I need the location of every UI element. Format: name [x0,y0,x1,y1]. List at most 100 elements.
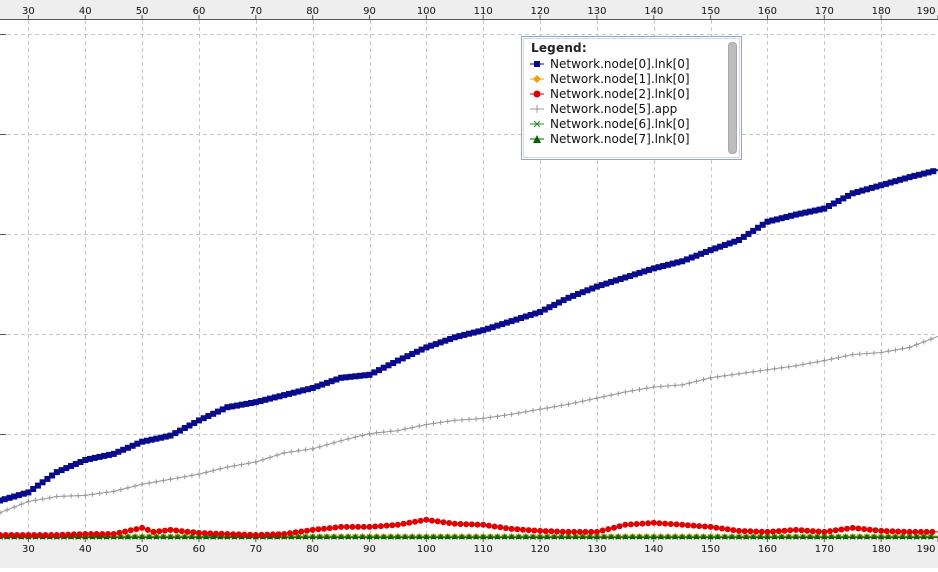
legend-item[interactable]: Network.node[1].lnk[0] [530,72,690,87]
legend-item[interactable]: Network.node[5].app [530,102,690,117]
series-marker [601,394,607,400]
legend-item[interactable]: Network.node[6].lnk[0] [530,117,690,132]
series-marker [205,413,212,419]
series-marker [371,369,378,376]
series-marker [246,460,252,466]
series-marker [544,405,550,411]
series-marker [345,534,352,539]
series-marker [769,217,776,224]
series-marker [503,319,510,326]
series-marker [288,449,294,455]
series-marker [53,532,60,538]
series-marker [87,455,93,462]
series-marker [889,528,896,535]
series-marker [518,315,525,321]
series-marker [58,467,65,474]
series-marker [4,507,10,513]
series-marker [281,531,288,537]
series-marker [722,373,728,379]
series-marker [359,534,366,539]
series-marker [717,243,724,250]
series-marker [542,528,549,535]
series-marker [811,207,818,214]
series-marker [873,183,880,190]
series-marker [457,521,464,527]
series-marker [91,454,98,461]
series-marker [203,469,209,475]
series-marker [730,527,737,534]
series-marker [736,237,742,243]
series-marker [679,258,686,265]
series-marker [835,198,842,204]
series-marker [463,521,470,528]
top-tick-label: 40 [79,6,92,17]
series-marker [39,479,46,486]
series-marker [871,350,877,356]
series-marker [456,333,463,340]
series-marker [927,534,934,539]
series-marker [603,280,610,287]
series-marker [622,389,628,395]
series-marker [571,528,578,535]
series-marker [684,522,691,529]
series-marker [489,324,496,331]
series-marker [728,534,735,539]
series-marker [402,534,409,539]
legend-item[interactable]: Network.node[0].lnk[0] [530,57,690,72]
series-marker [866,526,873,533]
series-marker [809,528,816,535]
series-marker [104,489,110,495]
series-marker [153,534,160,539]
series-marker [764,534,771,539]
series-marker [897,176,904,183]
series-marker [815,528,822,535]
series-marker [210,468,216,474]
series-marker [235,531,242,538]
series-marker [520,526,526,533]
series-marker [48,532,55,538]
series-marker [106,451,112,458]
legend-scrollbar[interactable] [728,42,737,154]
series-marker [508,534,515,539]
series-marker [413,348,420,355]
series-marker [18,501,24,507]
series-marker [11,534,18,539]
series-marker [186,422,193,429]
series-marker [779,365,785,371]
series-marker [792,211,799,218]
legend-label: Network.node[5].app [550,102,678,116]
series-marker [461,331,468,338]
series-marker [838,526,845,533]
bottom-tick-label: 150 [701,544,720,555]
series-marker [658,384,664,389]
chart-legend: Legend: Network.node[0].lnk[0] Network.n… [521,36,742,160]
series-marker [122,528,129,535]
legend-item[interactable]: Network.node[2].lnk[0] [530,87,690,102]
series-marker [303,447,309,453]
series-marker [655,264,662,271]
series-marker [466,534,472,539]
series-marker [792,526,799,533]
series-marker [712,245,719,252]
series-group [0,516,938,538]
series-marker [82,457,89,463]
series-marker [68,463,75,469]
series-marker [487,414,493,420]
series-marker [672,382,678,388]
series-marker [546,304,553,311]
series-marker [617,276,624,282]
series-marker [110,450,117,457]
series-marker [575,291,581,297]
series-marker [156,528,163,535]
circle-marker-icon [530,90,544,98]
series-marker [665,261,671,268]
series-marker [608,534,615,539]
series-marker [686,380,692,386]
series-marker [349,523,356,530]
series-marker [832,527,839,534]
series-marker [302,534,309,539]
legend-item[interactable]: Network.node[7].lnk[0] [530,132,690,147]
series-marker [352,434,358,440]
series-marker [772,366,778,372]
series-marker [295,388,302,395]
